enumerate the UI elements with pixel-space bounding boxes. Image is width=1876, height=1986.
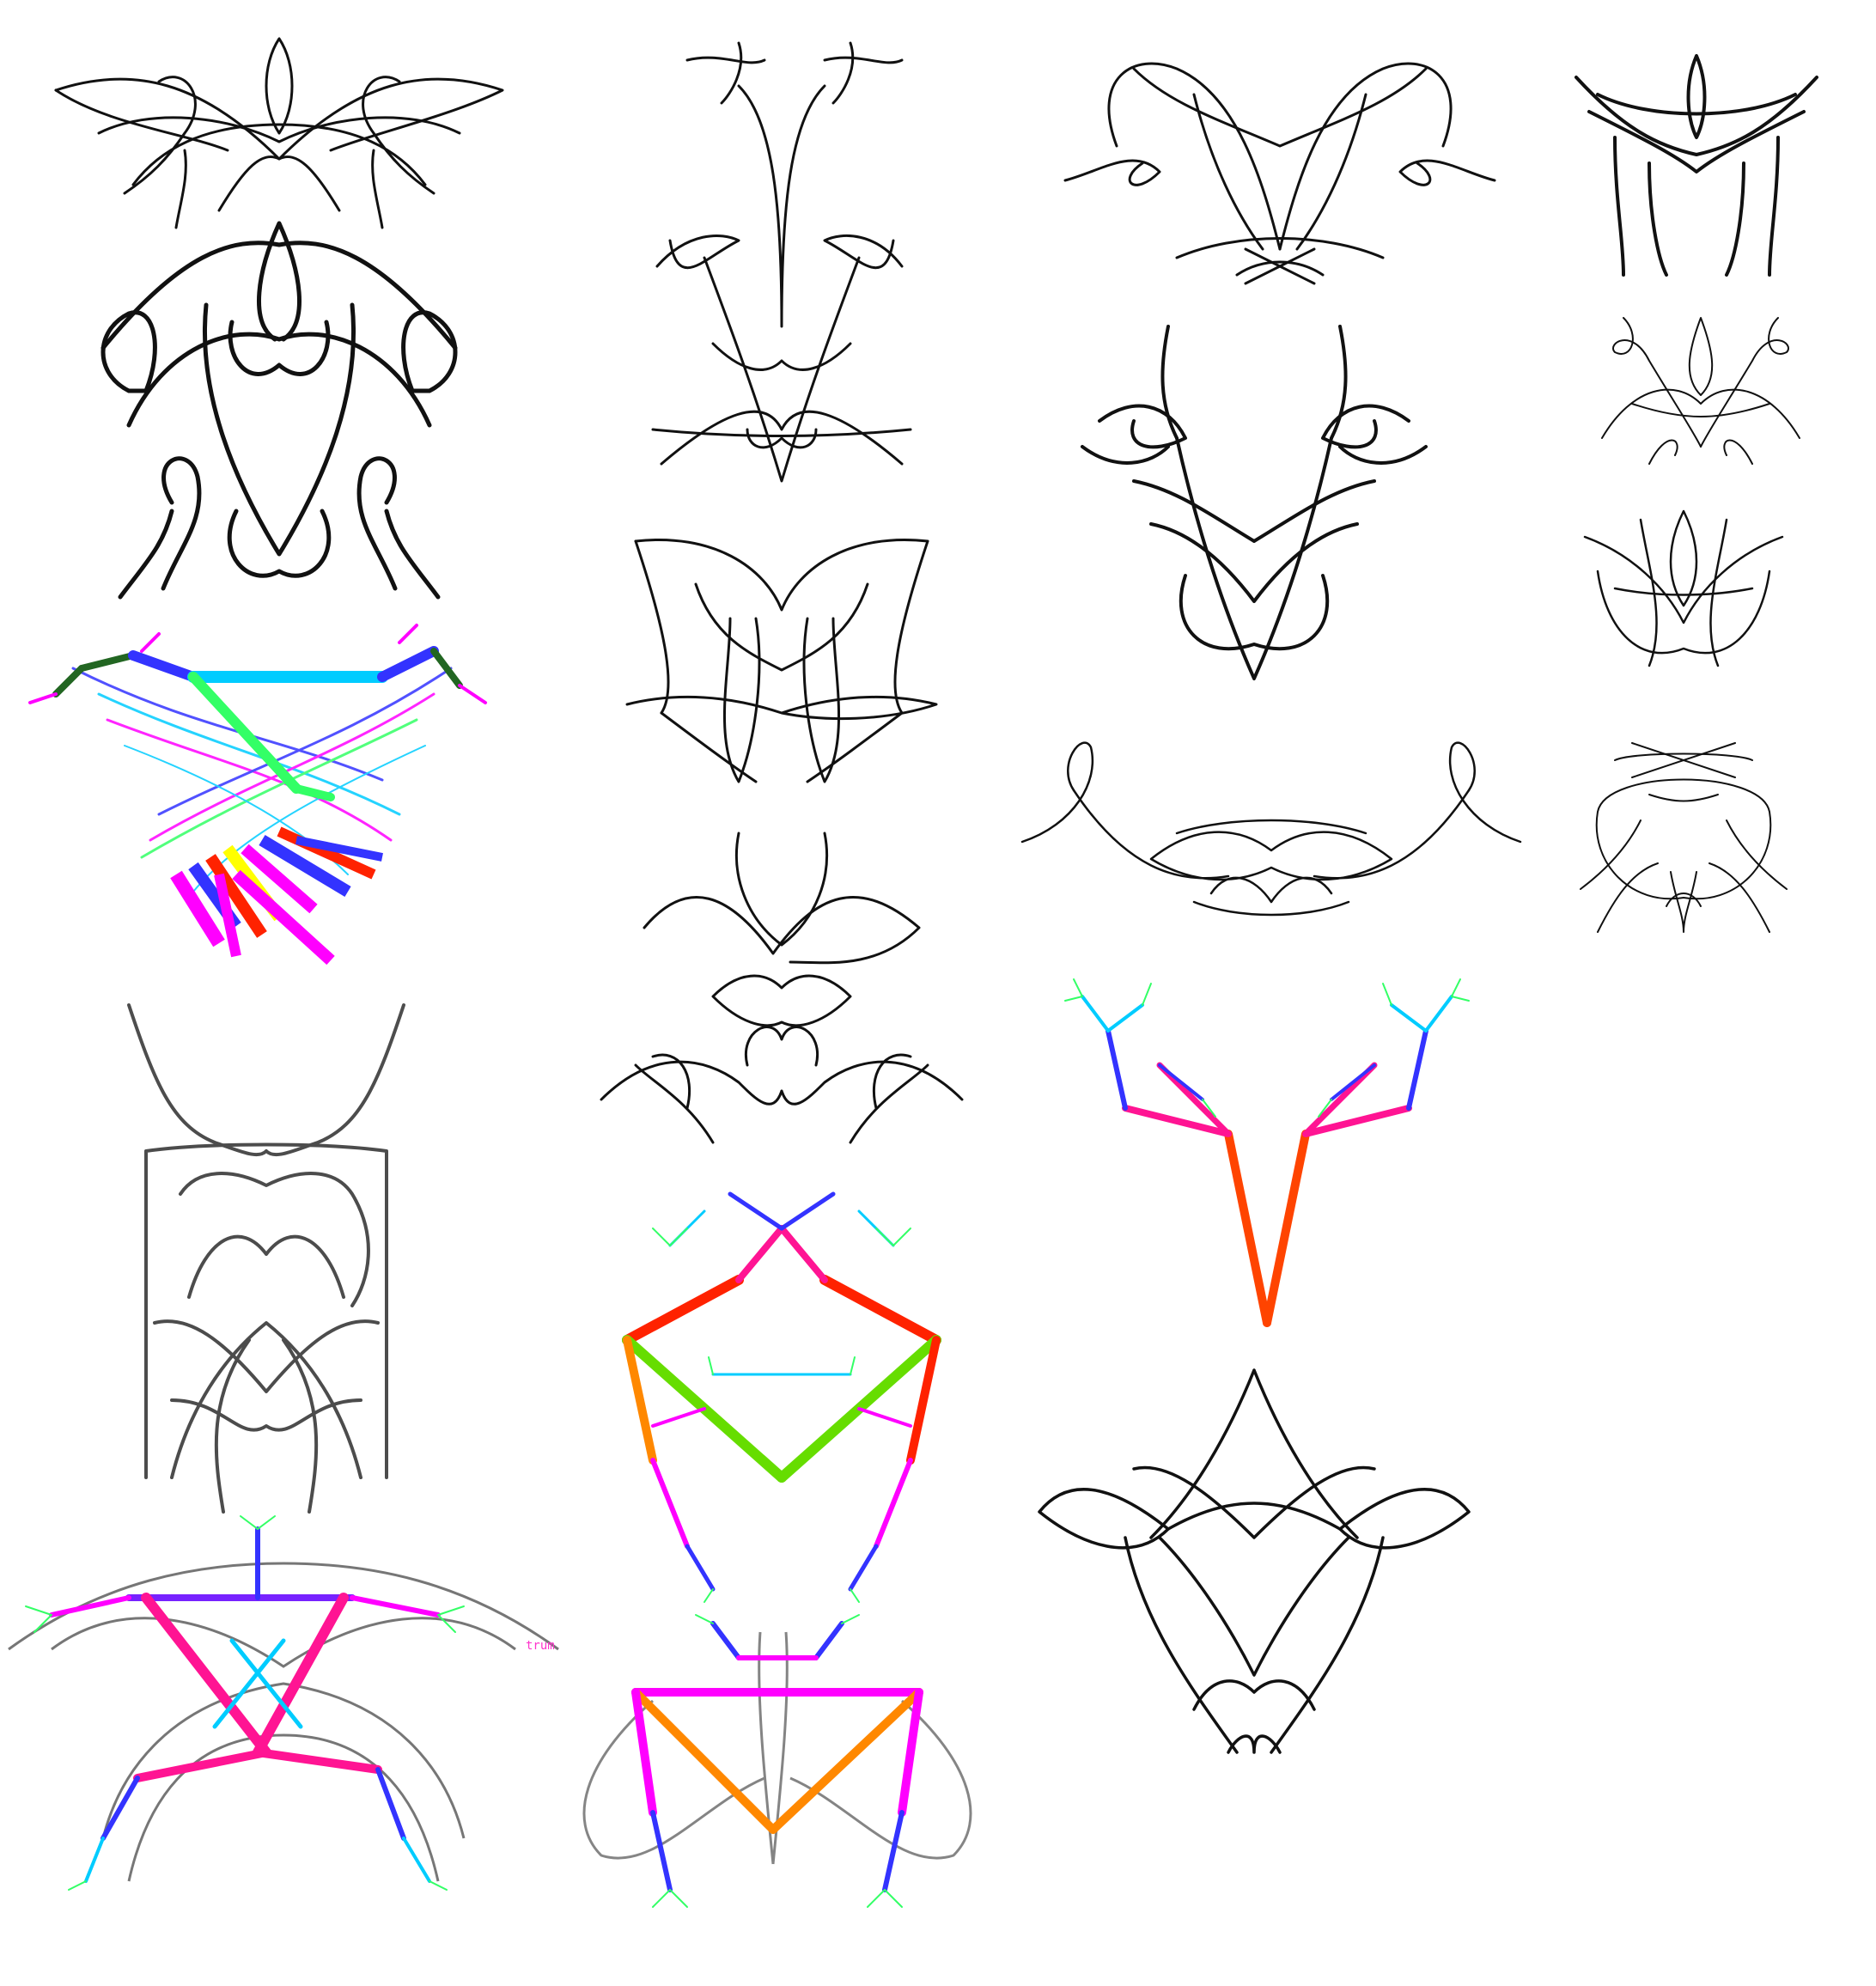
line-figure-2-svg [100, 221, 458, 600]
line-figure-10 [1572, 52, 1821, 277]
line-figure-4 [625, 533, 938, 790]
skeleton-with-curves-1-svg [8, 1515, 559, 1891]
line-figure-10-svg [1574, 54, 1818, 277]
line-figure-9-svg [1038, 1368, 1471, 1754]
line-figure-8 [1020, 730, 1522, 928]
line-figure-6-svg [1063, 62, 1496, 285]
line-figure-13-svg [1580, 742, 1788, 933]
color-skeleton-tree-svg [1064, 978, 1470, 1327]
line-figure-1 [47, 30, 511, 245]
line-figure-7-svg [1081, 325, 1428, 680]
color-skeleton-tree [1057, 971, 1477, 1331]
drum-label: trum [526, 1639, 555, 1653]
line-figure-11-svg [1601, 317, 1800, 465]
line-figure-12-svg [1583, 509, 1784, 667]
skeleton-with-curves-2-svg [582, 1614, 972, 1908]
line-figure-12 [1581, 503, 1787, 674]
color-skeleton-2 [618, 1160, 945, 1606]
line-figure-7 [1081, 318, 1428, 696]
line-figure-9 [1038, 1366, 1471, 1761]
blurred-line-figure [120, 996, 412, 1529]
color-skeleton-ribbons-svg [28, 624, 487, 966]
line-figure-5 [600, 825, 964, 1144]
line-figure-13 [1580, 734, 1788, 941]
color-skeleton-2-svg [622, 1191, 941, 1603]
line-figure-6 [1063, 43, 1496, 292]
line-figure-5-svg [600, 832, 964, 1144]
line-figure-1-svg [54, 37, 504, 229]
line-figure-8-svg [1020, 741, 1522, 917]
skeleton-with-curves-1: trum [0, 1512, 567, 1907]
line-figure-3-svg [651, 41, 912, 483]
blurred-line-figure-svg [127, 1003, 405, 1514]
line-figure-3 [651, 34, 945, 498]
line-figure-4-svg [625, 539, 938, 783]
line-figure-2 [77, 219, 481, 600]
color-skeleton-ribbons [21, 617, 520, 969]
skeleton-with-curves-2 [567, 1606, 988, 1967]
line-figure-11 [1598, 309, 1804, 481]
